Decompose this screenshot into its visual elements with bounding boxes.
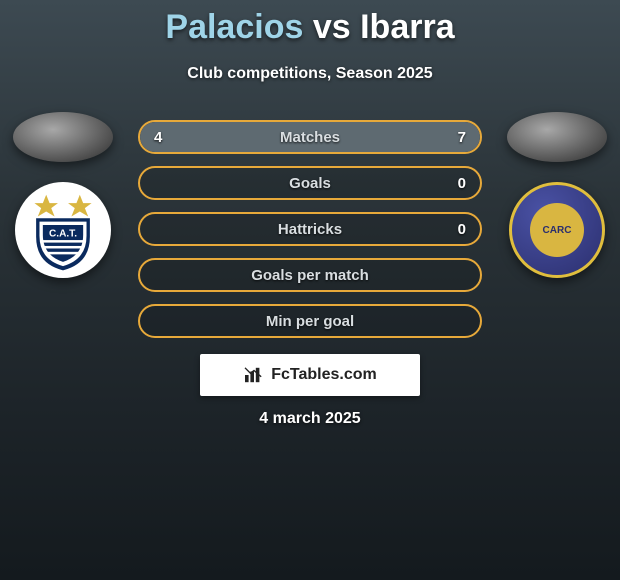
player1-avatar: [13, 112, 113, 162]
stat-right-value: 7: [444, 122, 480, 152]
title-vs: vs: [313, 8, 351, 46]
team1-crest-icon: C.A.T.: [21, 188, 105, 272]
attribution-link[interactable]: FcTables.com: [200, 354, 420, 396]
stat-label: Min per goal: [140, 306, 480, 336]
player2-column: CARC: [502, 112, 612, 278]
page-title: Palacios vs Ibarra: [0, 0, 620, 47]
subtitle: Club competitions, Season 2025: [0, 65, 620, 83]
comparison-card: Palacios vs Ibarra Club competitions, Se…: [0, 0, 620, 580]
stat-row-goals: Goals 0: [138, 166, 482, 200]
bar-chart-icon: [243, 366, 265, 384]
stat-label: Hattricks: [140, 214, 480, 244]
stat-label: Matches: [140, 122, 480, 152]
stat-bars: 4 Matches 7 Goals 0 Hattricks 0 Goals pe…: [138, 120, 482, 350]
svg-text:C.A.T.: C.A.T.: [49, 229, 77, 240]
stat-row-gpm: Goals per match: [138, 258, 482, 292]
stat-right-value: 0: [444, 214, 480, 244]
player2-avatar: [507, 112, 607, 162]
team2-crest-icon: CARC: [530, 203, 584, 257]
stat-label: Goals: [140, 168, 480, 198]
date-label: 4 march 2025: [0, 410, 620, 428]
stat-right-value: [452, 260, 480, 290]
stat-label: Goals per match: [140, 260, 480, 290]
attribution-text: FcTables.com: [271, 366, 377, 384]
stat-row-matches: 4 Matches 7: [138, 120, 482, 154]
player1-column: C.A.T.: [8, 112, 118, 278]
team1-crest: C.A.T.: [15, 182, 111, 278]
stat-right-value: [452, 306, 480, 336]
stat-row-mpg: Min per goal: [138, 304, 482, 338]
stat-right-value: 0: [444, 168, 480, 198]
team2-crest-text: CARC: [543, 225, 572, 236]
stat-row-hattricks: Hattricks 0: [138, 212, 482, 246]
player1-name: Palacios: [165, 8, 303, 46]
player2-name: Ibarra: [360, 8, 455, 46]
team2-crest: CARC: [509, 182, 605, 278]
